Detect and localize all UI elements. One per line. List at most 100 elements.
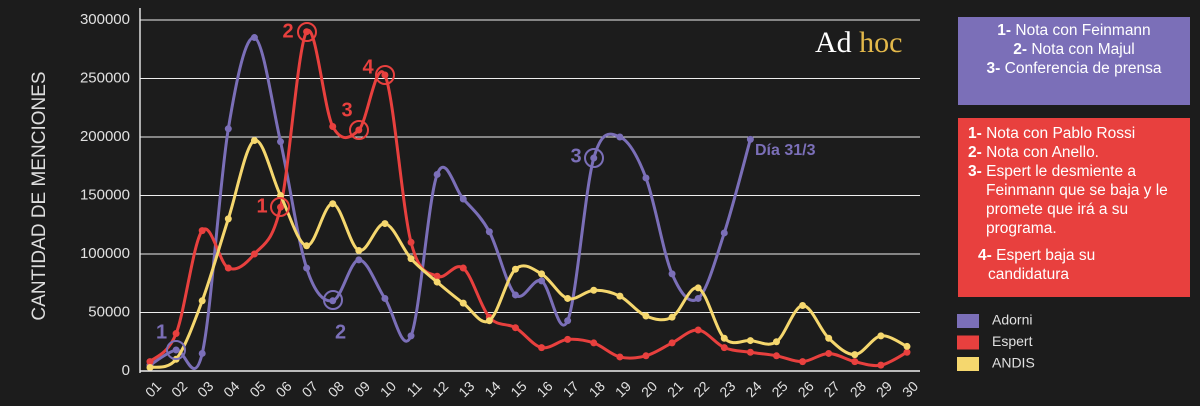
x-tick-label: 17 xyxy=(560,378,582,400)
x-tick-label: 27 xyxy=(821,378,843,400)
data-point xyxy=(799,301,807,309)
data-point xyxy=(877,361,885,369)
legend-swatch xyxy=(957,314,979,328)
note: 4- Espert baja su candidatura xyxy=(968,246,1180,284)
note: 3- Espert le desmiente a Feinmann que se… xyxy=(968,162,1180,238)
data-point xyxy=(720,334,728,342)
data-point xyxy=(198,227,206,235)
x-tick-label: 29 xyxy=(873,378,895,400)
y-tick-label: 250000 xyxy=(80,69,130,86)
data-point xyxy=(146,358,154,366)
data-point xyxy=(642,352,650,360)
x-tick-label: 19 xyxy=(612,378,634,400)
x-tick-label: 06 xyxy=(272,378,294,400)
y-axis-label: CANTIDAD DE MENCIONES xyxy=(29,71,50,320)
x-tick-label: 05 xyxy=(246,378,268,400)
data-point xyxy=(825,334,833,342)
annotation: 4 xyxy=(362,56,374,78)
data-point xyxy=(277,203,285,211)
data-point xyxy=(355,126,363,134)
note: 2- Nota con Majul xyxy=(978,40,1170,59)
y-tick-label: 150000 xyxy=(80,186,130,203)
data-point xyxy=(616,353,624,361)
note-number: 3- xyxy=(986,60,1001,77)
data-point xyxy=(877,332,885,340)
data-point xyxy=(381,294,389,302)
annotation: 3 xyxy=(570,145,581,167)
data-point xyxy=(772,352,780,360)
data-point xyxy=(224,264,232,272)
data-point xyxy=(511,324,519,332)
data-point xyxy=(564,317,572,325)
data-point xyxy=(772,338,780,346)
note-text: Conferencia de prensa xyxy=(1004,60,1162,77)
data-point xyxy=(668,313,676,321)
data-point xyxy=(224,215,232,223)
note-text: Nota con Anello. xyxy=(986,144,1099,161)
data-point xyxy=(668,339,676,347)
data-point xyxy=(720,229,728,237)
circle xyxy=(297,22,317,42)
data-point xyxy=(433,278,441,286)
x-tick-label: 14 xyxy=(481,378,503,400)
data-point xyxy=(746,135,754,143)
data-point xyxy=(198,349,206,357)
data-point xyxy=(329,297,337,305)
x-tick-label: 11 xyxy=(403,378,425,400)
data-point xyxy=(642,312,650,320)
data-point xyxy=(433,170,441,178)
data-point xyxy=(746,337,754,345)
data-point xyxy=(381,220,389,228)
x-tick-label: 02 xyxy=(168,378,190,400)
annotation: Día 31/3 xyxy=(755,142,816,159)
data-point xyxy=(172,346,180,354)
logo-first: Ad xyxy=(815,26,852,59)
note: 1- Nota con Feinmann xyxy=(978,21,1170,40)
data-point xyxy=(825,349,833,357)
legend-swatch xyxy=(957,357,979,371)
data-point xyxy=(538,344,546,352)
annotation: 2 xyxy=(335,321,346,343)
note-number: 4- xyxy=(978,247,992,264)
note: 1- Nota con Pablo Rossi xyxy=(968,124,1180,143)
data-point xyxy=(355,256,363,264)
x-tick-label: 08 xyxy=(325,378,347,400)
data-point xyxy=(485,317,493,325)
note-text: Nota con Majul xyxy=(1031,41,1135,58)
data-point xyxy=(720,344,728,352)
data-point xyxy=(694,284,702,292)
x-tick-label: 30 xyxy=(899,378,921,400)
data-point xyxy=(642,174,650,182)
x-tick-label: 18 xyxy=(586,378,608,400)
note: 3- Conferencia de prensa xyxy=(978,59,1170,78)
adorni-notes: 1- Nota con Feinmann 2- Nota con Majul 3- … xyxy=(958,17,1190,105)
x-tick-label: 28 xyxy=(847,378,869,400)
data-point xyxy=(407,255,415,263)
note-number: 2- xyxy=(1013,41,1028,58)
y-tick-label: 0 xyxy=(122,362,130,379)
note-text: Espert le desmiente a Feinmann que se ba… xyxy=(986,163,1168,237)
data-point xyxy=(746,348,754,356)
x-tick-label: 26 xyxy=(795,378,817,400)
x-tick-label: 09 xyxy=(351,378,373,400)
circle xyxy=(584,148,604,168)
data-point xyxy=(694,326,702,334)
data-point xyxy=(329,200,337,208)
note-text: Nota con Pablo Rossi xyxy=(986,125,1136,142)
data-point xyxy=(250,250,258,258)
circle xyxy=(349,120,369,140)
note-text: Nota con Feinmann xyxy=(1015,22,1151,39)
legend-label: ANDIS xyxy=(992,355,1035,371)
note-number: 2- xyxy=(968,144,982,161)
note-number: 1- xyxy=(968,125,982,142)
y-tick-label: 300000 xyxy=(80,11,130,28)
annotation: 1 xyxy=(256,195,267,217)
data-point xyxy=(903,342,911,350)
data-point xyxy=(799,358,807,366)
annotation: 2 xyxy=(282,20,293,42)
note-number: 1- xyxy=(997,22,1012,39)
data-point xyxy=(903,348,911,356)
data-point xyxy=(407,332,415,340)
